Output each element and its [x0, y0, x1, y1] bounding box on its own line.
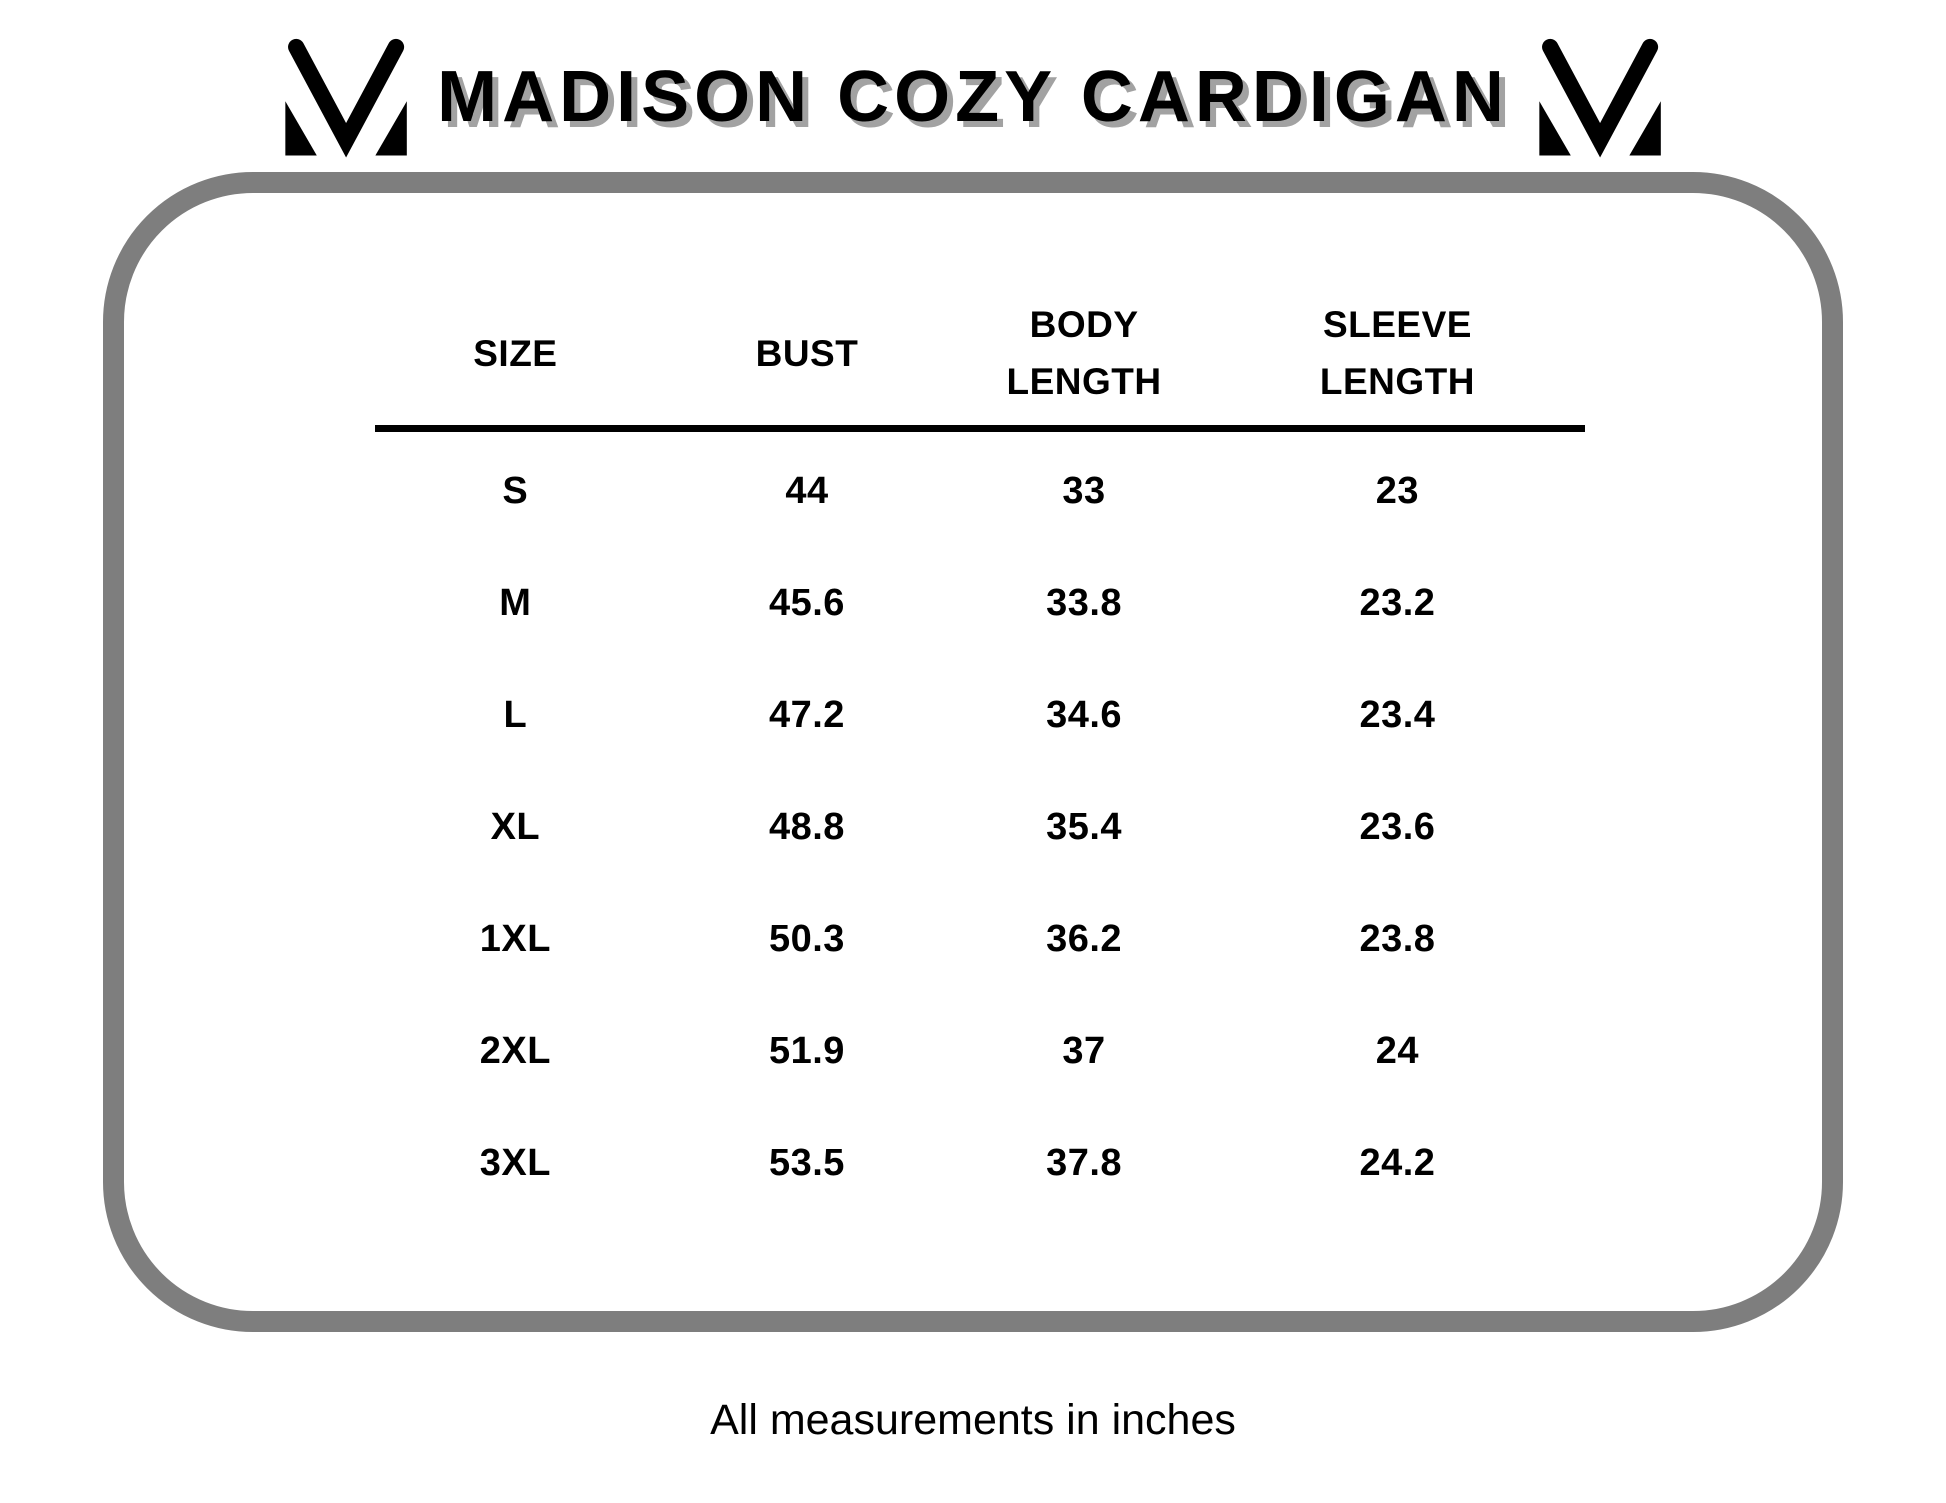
page-title: MADISON COZY CARDIGAN [437, 57, 1509, 138]
column-header-line: SIZE [473, 332, 558, 374]
cell-body-length: 36.2 [1046, 918, 1123, 961]
cell-size: M [499, 582, 532, 625]
cell-bust: 53.5 [768, 1142, 845, 1185]
cell-sleeve-length: 24 [1375, 1030, 1420, 1073]
cell-sleeve-length: 24.2 [1359, 1142, 1436, 1185]
cell-bust: 50.3 [768, 918, 845, 961]
cell-bust: 45.6 [768, 582, 845, 625]
mv-monogram-icon [1535, 34, 1665, 162]
column-header-sleeve-length: SLEEVE LENGTH [1210, 296, 1585, 411]
cell-size: 1XL [479, 918, 551, 961]
rounded-frame [103, 172, 1843, 1332]
cell-size: L [503, 694, 528, 737]
cell-bust: 48.8 [768, 806, 845, 849]
cell-size: S [502, 470, 529, 513]
table-row: S 44 33 23 [375, 436, 1585, 548]
cell-sleeve-length: 23 [1375, 470, 1420, 513]
table-row: L 47.2 34.6 23.4 [375, 660, 1585, 772]
column-header-line: LENGTH [1006, 361, 1162, 403]
table-row: 2XL 51.9 37 24 [375, 996, 1585, 1108]
table-header-row: SIZE BUST BODY LENGTH SLEEVE LENGTH [375, 296, 1585, 432]
table-row: M 45.6 33.8 23.2 [375, 548, 1585, 660]
column-header-line: BUST [755, 332, 859, 374]
column-header-body-length: BODY LENGTH [958, 296, 1210, 411]
column-header-line: BODY [1029, 304, 1139, 345]
masthead: MADISON COZY CARDIGAN [0, 34, 1946, 162]
mv-monogram-icon [281, 34, 411, 162]
cell-size: 3XL [479, 1142, 551, 1185]
cell-size: XL [490, 806, 541, 849]
cell-body-length: 33 [1062, 470, 1106, 513]
cell-body-length: 37 [1062, 1030, 1106, 1073]
cell-bust: 51.9 [768, 1030, 845, 1073]
column-header-line: SLEEVE [1322, 304, 1472, 345]
cell-size: 2XL [479, 1030, 551, 1073]
table-body: S 44 33 23 M 45.6 33.8 23.2 L 47.2 34.6 … [375, 432, 1585, 1220]
cell-body-length: 33.8 [1046, 582, 1123, 625]
cell-bust: 44 [785, 470, 829, 513]
table-row: 3XL 53.5 37.8 24.2 [375, 1108, 1585, 1220]
column-header-size: SIZE [375, 325, 656, 382]
cell-sleeve-length: 23.8 [1359, 918, 1436, 961]
measurements-note: All measurements in inches [710, 1396, 1236, 1444]
cell-bust: 47.2 [768, 694, 845, 737]
table-row: XL 48.8 35.4 23.6 [375, 772, 1585, 884]
size-table: SIZE BUST BODY LENGTH SLEEVE LENGTH S 44… [375, 296, 1585, 1220]
cell-sleeve-length: 23.4 [1359, 694, 1436, 737]
cell-body-length: 34.6 [1046, 694, 1123, 737]
cell-sleeve-length: 23.6 [1359, 806, 1436, 849]
cell-sleeve-length: 23.2 [1359, 582, 1436, 625]
cell-body-length: 35.4 [1046, 806, 1123, 849]
cell-body-length: 37.8 [1046, 1142, 1123, 1185]
table-row: 1XL 50.3 36.2 23.8 [375, 884, 1585, 996]
column-header-line: LENGTH [1319, 361, 1475, 403]
column-header-bust: BUST [656, 325, 959, 382]
